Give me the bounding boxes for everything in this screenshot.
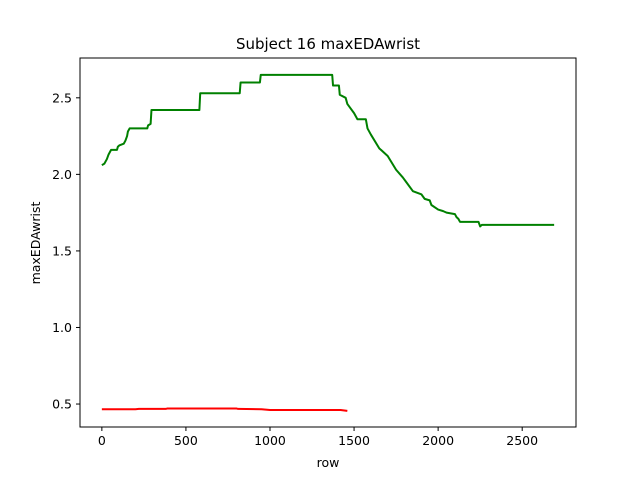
y-tick-label: 2.0 <box>52 167 72 182</box>
x-tick-label: 2000 <box>422 433 454 448</box>
y-tick-label: 0.5 <box>52 397 72 412</box>
y-tick-label: 1.5 <box>52 243 72 258</box>
y-tick-label: 1.0 <box>52 320 72 335</box>
series-line-2 <box>101 407 348 412</box>
y-axis-label: maxEDAwrist <box>28 201 43 284</box>
series-line-1 <box>101 73 555 228</box>
x-tick-label: 500 <box>174 433 198 448</box>
tick-layer: 0 500 1000 1500 2000 2500 0.5 1.0 1.5 2.0 2.5 <box>52 90 538 448</box>
chart-title: Subject 16 maxEDAwrist <box>236 35 420 53</box>
y-tick-label: 2.5 <box>52 90 72 105</box>
x-axis-label: row <box>317 455 340 470</box>
x-tick-label: 1500 <box>338 433 370 448</box>
x-tick-label: 2500 <box>506 433 538 448</box>
plot-frame <box>79 57 577 428</box>
series-layer <box>101 73 555 412</box>
x-tick-label: 1000 <box>254 433 286 448</box>
x-tick-label: 0 <box>98 433 106 448</box>
